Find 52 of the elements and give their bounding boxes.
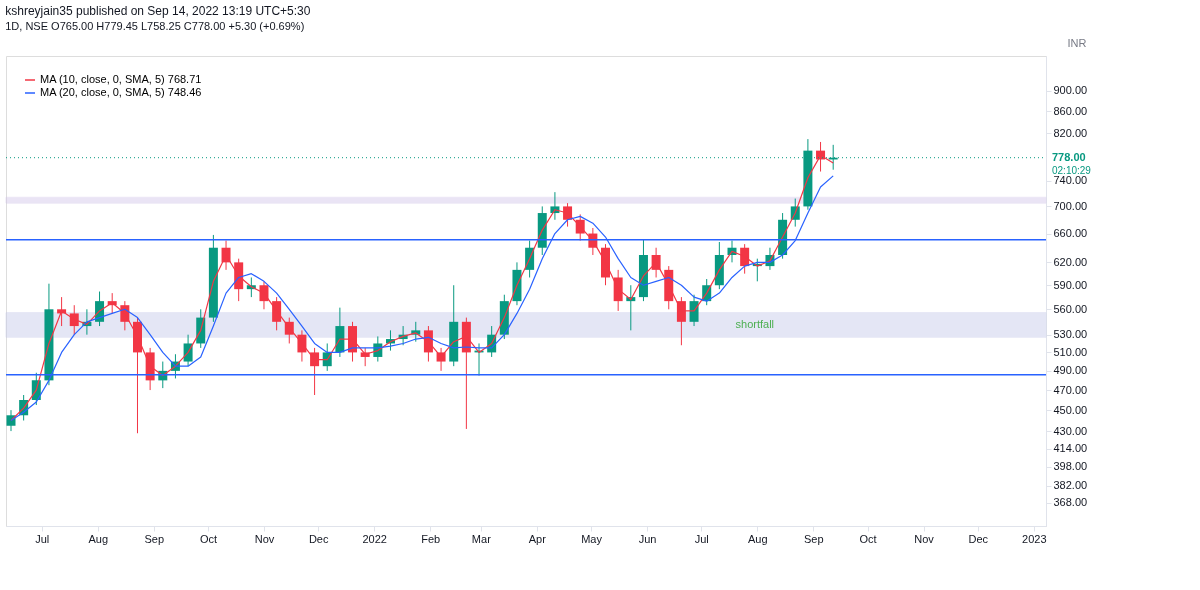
y-tick-label: 560.00 [1053,302,1088,315]
band-label: shortfall [735,317,775,330]
text: 02:10:29 [1052,164,1092,176]
y-axis-title: INR [1067,36,1087,49]
y-tick-label: 450.00 [1053,403,1088,416]
y-tick-label: 660.00 [1053,227,1088,240]
x-tick-label: Nov [914,532,935,545]
y-tick-label: 368.00 [1053,496,1088,509]
x-tick-label: Aug [748,532,768,545]
y-tick-label: 820.00 [1053,126,1088,139]
legend-label: MA (20, close, 0, SMA, 5) 748.46 [40,86,202,98]
x-tick-label: 2022 [362,532,387,545]
x-tick-label: Oct [199,532,218,545]
x-tick-label: Jul [35,532,50,545]
y-tick-label: 382.00 [1053,479,1088,492]
candlestick [69,304,79,336]
candlestick [676,296,686,346]
candlestick [272,296,282,331]
y-tick-label: 398.00 [1053,460,1088,473]
x-tick-label: Oct [859,532,877,545]
y-tick-label: 740.00 [1053,174,1088,187]
x-tick-label: Sep [144,532,165,545]
y-tick-label: 490.00 [1053,364,1088,377]
candlestick [310,347,320,396]
candlestick [689,294,699,327]
chart-title: kshreyjain35 published on Sep 14, 2022 13:19 UTC+5:30 [5,4,311,18]
x-tick-label: Jul [694,532,709,545]
x-tick-label: Apr [528,532,547,545]
candlestick [613,269,623,312]
x-tick-label: Dec [968,532,989,545]
y-tick-label: 700.00 [1053,199,1088,212]
y-tick-label: 470.00 [1053,383,1088,396]
chart-subtitle: 1D, NSE O765.00 H779.45 L758.25 C778.00 +5.30 (+0.69%) [5,20,305,32]
x-tick-label: May [581,532,603,545]
y-tick-label: 860.00 [1053,105,1088,117]
x-tick-label: Jun [638,532,657,545]
y-tick-label: 590.00 [1053,278,1088,291]
x-tick-label: Aug [88,532,109,545]
y-tick-label: 414.00 [1053,442,1088,455]
x-tick-label: Mar [471,532,492,545]
y-tick-label: 530.00 [1053,328,1088,341]
x-tick-label: Feb [421,532,441,545]
x-tick-label: 2023 [1022,532,1047,545]
ref-line-label: 778.00 [1052,150,1086,163]
y-tick-label: 900.00 [1053,84,1088,97]
legend-label: MA (10, close, 0, SMA, 5) 768.71 [40,73,202,85]
y-tick-label: 430.00 [1053,424,1088,437]
x-tick-label: Nov [254,532,275,545]
x-tick-label: Sep [804,532,824,545]
y-tick-label: 510.00 [1053,345,1088,358]
x-tick-label: Dec [308,532,329,545]
y-tick-label: 620.00 [1053,255,1088,268]
